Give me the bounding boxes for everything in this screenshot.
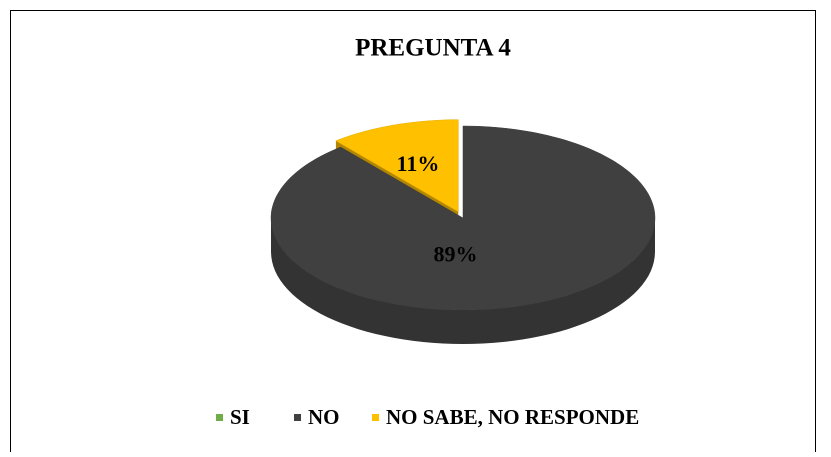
legend-label: SI [230,405,250,429]
chart-title: PREGUNTA 4 [355,35,511,62]
slice [270,125,656,311]
legend-label: NO [308,405,340,429]
data-label: 11% [397,151,440,176]
legend-label: NO SABE, NO RESPONDE [386,405,639,429]
slice [335,119,459,213]
data-label: 89% [434,241,478,266]
legend-marker [372,414,379,421]
legend-marker [294,414,301,421]
chart-border [10,10,816,452]
legend-marker [216,414,223,421]
slice-side [271,218,655,344]
